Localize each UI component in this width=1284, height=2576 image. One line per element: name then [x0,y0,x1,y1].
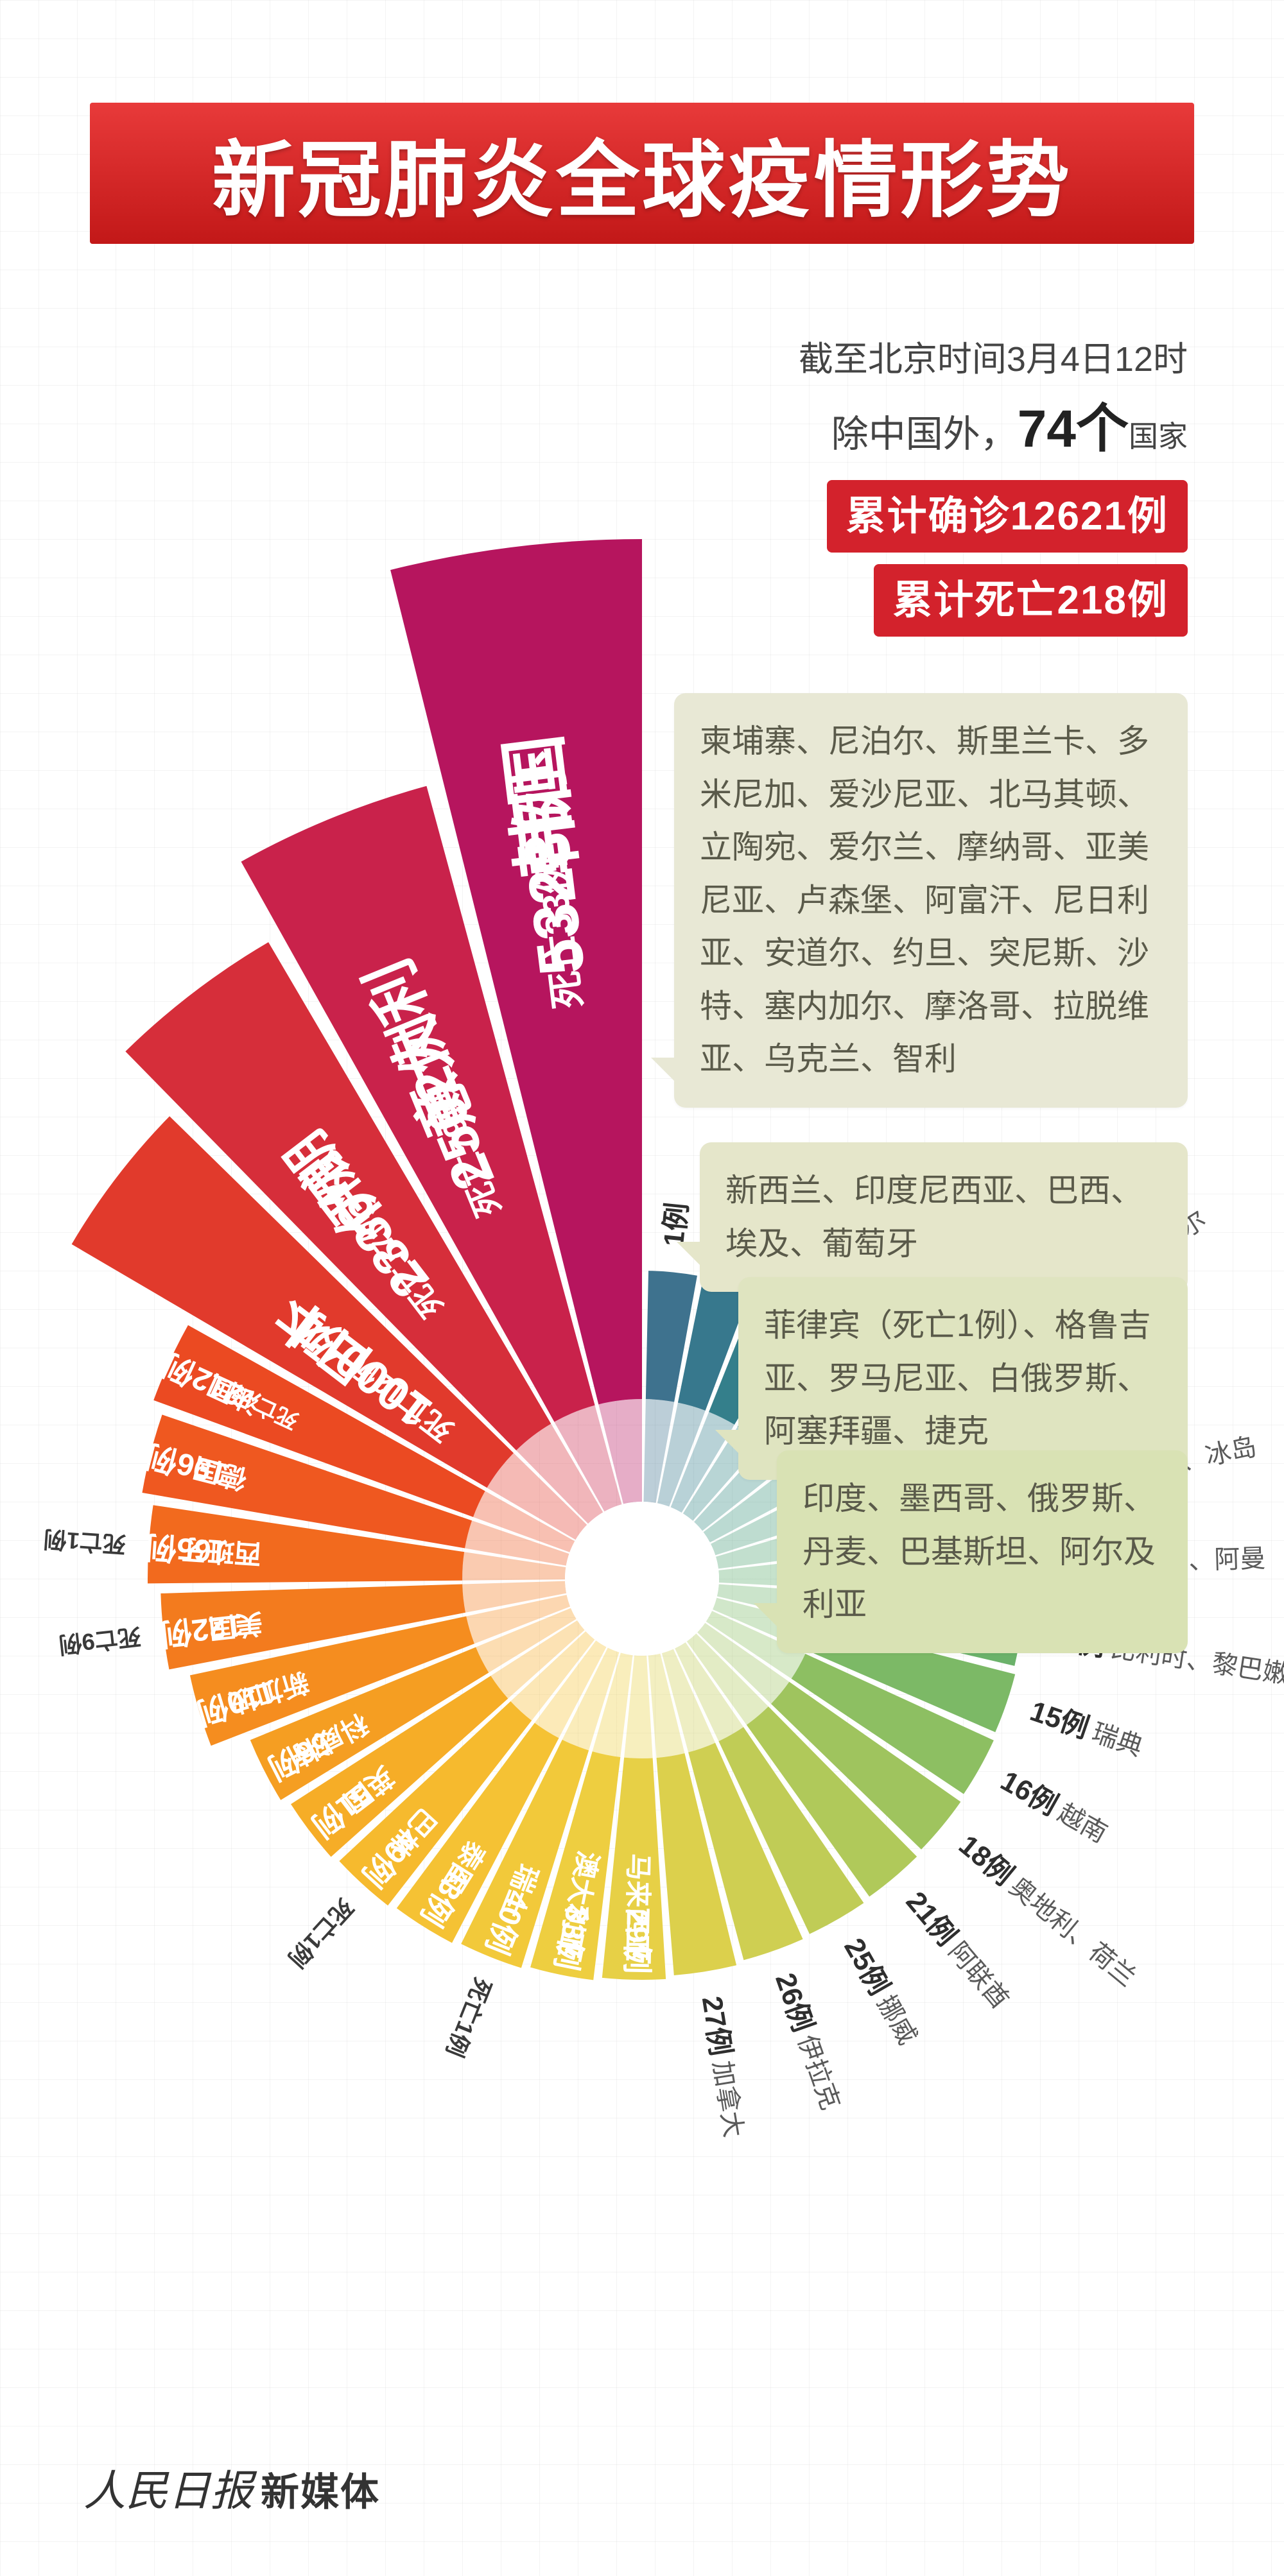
chart-label: 死亡1例 [441,1975,496,2061]
chart-label: 加拿大 [707,2059,748,2139]
chart-label: 瑞典 [1088,1719,1146,1762]
chart-label: 阿联酋 [943,1937,1014,2014]
chart-label: 死亡9例 [58,1623,143,1658]
chart-label: 1例 [658,1201,694,1248]
chart-label: 26例 [769,1969,819,2036]
chart-label: 伊拉克 [792,2031,845,2113]
chart-label: 越南 [1053,1799,1111,1848]
chart-label: 18例 [953,1829,1019,1891]
chart-label: 西班牙 [180,1534,263,1570]
page-root: 新冠肺炎全球疫情形势 截至北京时间3月4日12时 除中国外，74个国家 累计确诊… [0,0,1284,2576]
footer-brand: 人民日报 [83,2457,253,2518]
chart-label: 16例 [995,1765,1063,1821]
chart-label: 挪威 [872,1991,922,2049]
chart-label: 15例 [1026,1696,1093,1745]
chart-label: 21例 [900,1886,962,1952]
chart-label: 马来西亚 [621,1853,654,1962]
page-title: 新冠肺炎全球疫情形势 [212,113,1072,234]
callout-box: 印度、墨西哥、俄罗斯、丹麦、巴基斯坦、阿尔及利亚 [777,1450,1188,1653]
chart-label: 死亡1例 [283,1894,358,1972]
chart-label: 27例 [696,1994,736,2058]
callout-box: 菲律宾（死亡1例）、格鲁吉亚、罗马尼亚、白俄罗斯、阿塞拜疆、捷克 [738,1277,1188,1480]
callout-box: 新西兰、印度尼西亚、巴西、埃及、葡萄牙 [700,1142,1188,1292]
chart-label: 25例 [838,1933,895,2000]
callout-box: 柬埔寨、尼泊尔、斯里兰卡、多米尼加、爱沙尼亚、北马其顿、立陶宛、爱尔兰、摩纳哥、… [674,693,1188,1108]
footer-sub: 新媒体 [261,2461,380,2517]
title-bar: 新冠肺炎全球疫情形势 [90,103,1194,244]
footer: 人民日报 新媒体 [83,2457,380,2518]
chart-label: 死亡1例 [43,1525,127,1558]
center-hole [565,1502,719,1656]
chart-label: 奥地利、荷兰 [1004,1873,1141,1993]
chart-label: 美国 [207,1608,265,1644]
